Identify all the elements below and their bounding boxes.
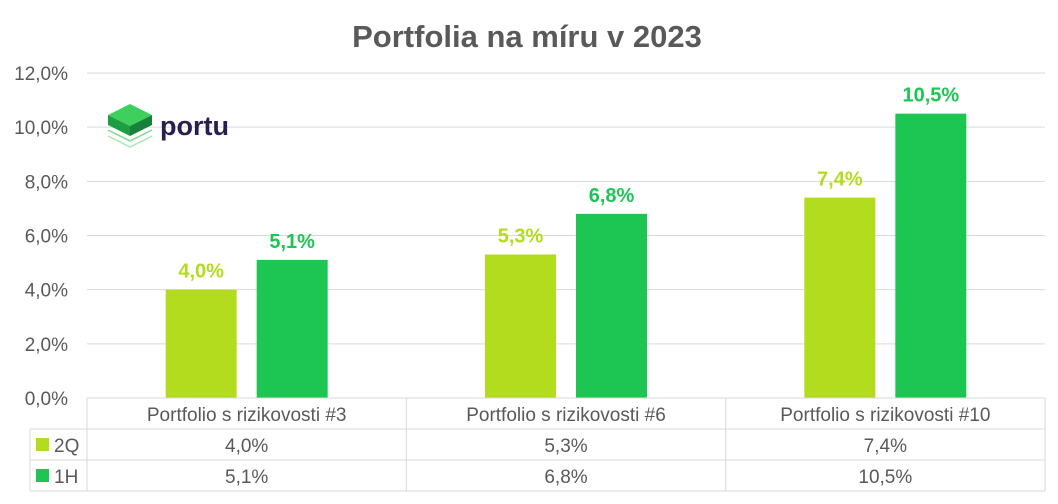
- legend-swatch: [36, 438, 49, 451]
- legend-label: 1H: [54, 467, 78, 488]
- y-tick-label: 2,0%: [25, 335, 68, 356]
- portu-logo: portu: [107, 104, 229, 148]
- bar: [165, 289, 237, 398]
- bar: [895, 113, 967, 398]
- y-tick-label: 10,0%: [14, 118, 68, 139]
- y-tick-label: 12,0%: [14, 64, 68, 85]
- chart-title: Portfolia na míru v 2023: [352, 19, 702, 54]
- bar: [256, 259, 328, 398]
- bar: [576, 213, 647, 398]
- table-cell: 4,0%: [225, 436, 268, 457]
- y-axis-ticks: 0,0% 2,0% 4,0% 6,0% 8,0% 10,0% 12,0%: [14, 64, 68, 410]
- y-tick-label: 6,0%: [25, 227, 68, 248]
- category-label: Portfolio s rizikovosti #6: [466, 405, 666, 426]
- table-cell: 5,1%: [225, 467, 268, 488]
- logo-text: portu: [160, 111, 229, 141]
- data-label: 10,5%: [902, 85, 959, 107]
- data-table: Portfolio s rizikovosti #3 Portfolio s ri…: [29, 397, 1046, 492]
- data-label: 5,3%: [498, 225, 544, 247]
- legend-swatch: [36, 469, 49, 482]
- data-label: 4,0%: [178, 261, 224, 283]
- table-cell: 6,8%: [544, 467, 587, 488]
- legend-label: 2Q: [54, 436, 79, 457]
- data-label: 5,1%: [269, 231, 315, 253]
- logo-cube-icon: [107, 104, 153, 148]
- bar: [485, 254, 556, 398]
- category-label: Portfolio s rizikovosti #3: [147, 405, 347, 426]
- bar: [804, 197, 876, 398]
- category-label: Portfolio s rizikovosti #10: [780, 405, 990, 426]
- y-tick-label: 0,0%: [25, 389, 68, 410]
- gridlines: [87, 72, 1045, 345]
- table-cell: 7,4%: [864, 436, 907, 457]
- data-labels: 4,0% 5,1% 5,3% 6,8% 7,4% 10,5%: [178, 85, 959, 283]
- bars: [165, 113, 967, 398]
- y-tick-label: 4,0%: [25, 281, 68, 302]
- data-label: 7,4%: [817, 169, 863, 191]
- data-label: 6,8%: [589, 185, 635, 207]
- y-tick-label: 8,0%: [25, 172, 68, 193]
- table-cell: 5,3%: [544, 436, 587, 457]
- table-cell: 10,5%: [858, 467, 912, 488]
